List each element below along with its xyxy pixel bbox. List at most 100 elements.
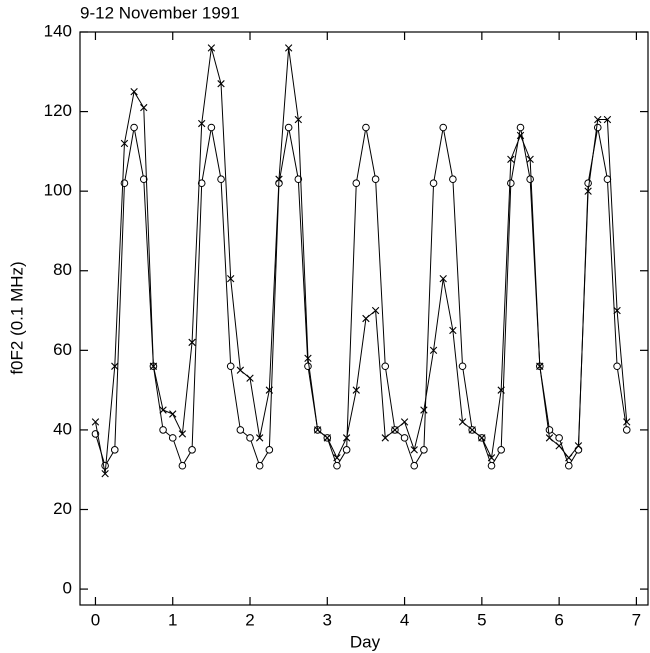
point-circle bbox=[545, 426, 554, 434]
point-cross bbox=[284, 44, 293, 52]
point-cross bbox=[188, 338, 196, 347]
point-circle bbox=[342, 446, 351, 454]
point-cross bbox=[217, 80, 225, 88]
point-circle bbox=[507, 179, 515, 188]
point-circle bbox=[362, 123, 370, 132]
point-circle bbox=[555, 434, 563, 442]
point-circle bbox=[197, 179, 206, 188]
point-cross bbox=[265, 386, 274, 394]
y-tick-label: 0 bbox=[63, 579, 72, 598]
point-cross bbox=[497, 386, 505, 394]
point-cross bbox=[555, 442, 563, 450]
point-cross bbox=[603, 115, 612, 124]
point-circle bbox=[130, 123, 138, 132]
point-circle bbox=[613, 362, 621, 371]
point-cross bbox=[169, 410, 177, 418]
point-cross bbox=[594, 115, 602, 124]
point-circle bbox=[226, 362, 235, 371]
point-circle bbox=[603, 175, 612, 184]
point-circle bbox=[110, 446, 119, 454]
y-tick-label: 80 bbox=[53, 260, 72, 279]
point-cross bbox=[342, 434, 351, 442]
point-circle bbox=[188, 446, 196, 454]
point-cross bbox=[536, 362, 544, 370]
point-circle bbox=[371, 175, 380, 184]
point-circle bbox=[265, 446, 274, 454]
x-axis-label: Day bbox=[350, 632, 381, 651]
point-circle bbox=[526, 175, 534, 184]
point-cross bbox=[371, 306, 380, 315]
point-cross bbox=[333, 454, 341, 462]
point-circle bbox=[333, 461, 341, 470]
x-tick-label: 1 bbox=[168, 610, 177, 629]
point-circle bbox=[255, 461, 264, 470]
point-circle bbox=[497, 446, 505, 454]
point-circle bbox=[458, 362, 467, 371]
point-cross bbox=[304, 354, 312, 362]
point-cross bbox=[565, 454, 573, 462]
point-cross bbox=[439, 275, 447, 283]
chart-title: 9-12 November 1991 bbox=[80, 3, 240, 22]
series-line bbox=[94, 47, 628, 474]
y-tick-label: 20 bbox=[53, 499, 72, 518]
point-cross bbox=[159, 406, 167, 414]
point-cross bbox=[255, 434, 264, 442]
y-tick-label: 100 bbox=[44, 181, 72, 200]
point-cross bbox=[207, 44, 216, 52]
point-cross bbox=[516, 131, 525, 140]
x-tick-label: 7 bbox=[632, 610, 641, 629]
y-tick-label: 60 bbox=[53, 340, 72, 359]
point-circle bbox=[487, 461, 496, 470]
y-tick-label: 40 bbox=[53, 419, 72, 438]
point-cross bbox=[381, 434, 389, 442]
x-tick-label: 5 bbox=[477, 610, 486, 629]
point-cross bbox=[400, 418, 409, 426]
point-cross bbox=[526, 155, 534, 164]
point-circle bbox=[410, 461, 419, 470]
point-circle bbox=[420, 446, 428, 454]
point-cross bbox=[198, 119, 206, 128]
point-circle bbox=[284, 123, 293, 132]
point-cross bbox=[236, 366, 245, 374]
point-cross bbox=[294, 115, 303, 124]
point-circle bbox=[294, 175, 303, 184]
point-circle bbox=[516, 123, 525, 132]
point-circle bbox=[178, 461, 187, 470]
point-circle bbox=[564, 461, 573, 470]
point-cross bbox=[574, 442, 583, 450]
point-circle bbox=[584, 179, 592, 188]
point-circle bbox=[246, 434, 254, 442]
point-cross bbox=[227, 275, 235, 283]
point-circle bbox=[217, 175, 225, 184]
point-circle bbox=[352, 179, 361, 188]
point-circle bbox=[304, 362, 312, 371]
point-circle bbox=[439, 123, 448, 132]
x-tick-label: 3 bbox=[323, 610, 332, 629]
point-circle bbox=[139, 175, 148, 184]
point-cross bbox=[111, 362, 119, 370]
y-axis-label: f0F2 (0.1 MHz) bbox=[7, 261, 26, 374]
point-cross bbox=[178, 430, 187, 438]
point-cross bbox=[478, 434, 486, 442]
x-tick-label: 4 bbox=[400, 610, 409, 629]
point-cross bbox=[420, 406, 428, 414]
point-circle bbox=[429, 179, 438, 188]
point-circle bbox=[236, 426, 245, 434]
x-tick-label: 6 bbox=[554, 610, 563, 629]
point-circle bbox=[593, 123, 602, 132]
point-circle bbox=[168, 434, 177, 442]
point-cross bbox=[468, 426, 476, 434]
point-cross bbox=[130, 87, 138, 96]
point-cross bbox=[458, 418, 467, 426]
point-cross bbox=[140, 103, 148, 112]
x-tick-label: 0 bbox=[91, 610, 100, 629]
point-circle bbox=[207, 123, 216, 132]
point-cross bbox=[313, 426, 322, 434]
point-circle bbox=[400, 434, 409, 442]
point-cross bbox=[623, 418, 631, 426]
point-cross bbox=[91, 418, 100, 426]
x-tick-label: 2 bbox=[245, 610, 254, 629]
point-circle bbox=[449, 175, 457, 184]
point-circle bbox=[381, 362, 390, 371]
